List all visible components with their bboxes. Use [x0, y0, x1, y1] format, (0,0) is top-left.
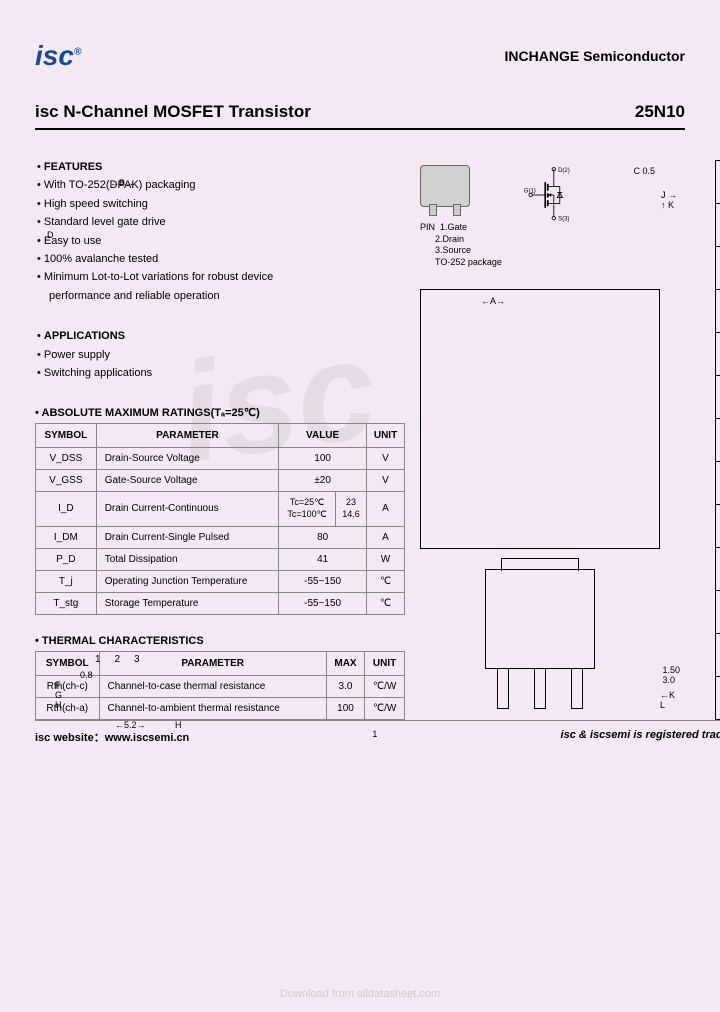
header: isc® INCHANGE Semiconductor: [35, 40, 685, 72]
dpak-image: PIN 1.Gate 2.Drain 3.Source TO-252 packa…: [420, 165, 502, 269]
logo-reg: ®: [74, 47, 81, 58]
feature-item: Standard level gate drive: [35, 215, 405, 230]
thermal-table: SYMBOL PARAMETER MAX UNIT Rth(ch-c) Chan…: [35, 651, 405, 720]
footer: isc website：www.iscsemi.cn 1 isc & iscse…: [35, 720, 720, 745]
applications-heading: APPLICATIONS: [44, 330, 125, 342]
features-list: FEATURES With TO-252(DPAK) packaging Hig…: [35, 160, 405, 304]
download-text: Download from alldatasheet.com: [0, 988, 720, 1000]
feature-item: Minimum Lot-to-Lot variations for robust…: [35, 270, 405, 285]
title-bar: isc N-Channel MOSFET Transistor 25N10: [35, 102, 685, 130]
table-row: T_stg Storage Temperature -55~150 ℃: [36, 592, 405, 614]
table-row: I_DM Drain Current-Single Pulsed 80 A: [36, 526, 405, 548]
logo-text: isc: [35, 40, 74, 71]
dim-row: Q9.9010.1: [716, 676, 720, 719]
dim-row: D5.706.10: [716, 375, 720, 418]
table-row: V_DSS Drain-Source Voltage 100 V: [36, 448, 405, 470]
mechanical-drawing: ←A→: [420, 289, 660, 549]
application-item: Power supply: [35, 348, 405, 363]
col-parameter: PARAMETER: [96, 424, 279, 448]
table-row: V_GSS Gate-Source Voltage ±20 V: [36, 470, 405, 492]
dim-row: B5.205.40: [716, 289, 720, 332]
svg-text:G(1): G(1): [524, 188, 536, 194]
page-number: 1: [372, 729, 377, 745]
logo: isc®: [35, 40, 81, 72]
product-title: isc N-Channel MOSFET Transistor: [35, 102, 311, 122]
svg-text:S(3): S(3): [558, 217, 569, 223]
table-row: I_D Drain Current-Continuous Tc=25℃Tc=10…: [36, 492, 405, 526]
dim-row: F0.65: [716, 418, 720, 461]
features-heading: FEATURES: [44, 161, 102, 173]
application-item: Switching applications: [35, 366, 405, 381]
right-column: PIN 1.Gate 2.Drain 3.Source TO-252 packa…: [420, 160, 660, 740]
feature-item: With TO-252(DPAK) packaging: [35, 178, 405, 193]
col-value: VALUE: [279, 424, 367, 448]
dim-row: K0.400.60: [716, 590, 720, 633]
col-symbol: SYMBOL: [36, 424, 97, 448]
pin-labels: PIN 1.Gate 2.Drain 3.Source TO-252 packa…: [420, 222, 502, 269]
feature-item: High speed switching: [35, 197, 405, 212]
feature-subline: performance and reliable operation: [35, 289, 405, 304]
table-row: Rth(ch-a) Channel-to-ambient thermal res…: [36, 697, 405, 719]
dim-row: L0.901.10: [716, 633, 720, 676]
dimensions-table: DIMmm MINMAX A6.406.60 B5.205.40 C1.151.…: [715, 160, 720, 720]
content-area: FEATURES With TO-252(DPAK) packaging Hig…: [35, 160, 685, 740]
table-row: T_j Operating Junction Temperature -55~1…: [36, 570, 405, 592]
dim-row: A6.406.60: [716, 246, 720, 289]
col-unit: UNIT: [367, 424, 405, 448]
feature-item: Easy to use: [35, 234, 405, 249]
company-name: INCHANGE Semiconductor: [505, 48, 685, 64]
dim-row: C1.151.35: [716, 332, 720, 375]
ratings-table: SYMBOL PARAMETER VALUE UNIT V_DSS Drain-…: [35, 423, 405, 614]
mosfet-symbol: D(2): [522, 165, 577, 225]
table-row: P_D Total Dissipation 41 W: [36, 548, 405, 570]
package-visual: PIN 1.Gate 2.Drain 3.Source TO-252 packa…: [420, 165, 660, 269]
applications-list: APPLICATIONS Power supply Switching appl…: [35, 329, 405, 381]
col-max: MAX: [326, 651, 364, 675]
ratings-heading: • ABSOLUTE MAXIMUM RATINGS(Tₐ=25℃): [35, 406, 405, 419]
part-number: 25N10: [635, 102, 685, 122]
dim-row: J2.102.40: [716, 547, 720, 590]
thermal-heading: • THERMAL CHARACTERISTICS: [35, 635, 405, 647]
trademark-text: isc & iscsemi is registered trademark: [561, 729, 720, 745]
feature-item: 100% avalanche tested: [35, 252, 405, 267]
dim-row: H2.102.50: [716, 504, 720, 547]
svg-text:D(2): D(2): [558, 168, 570, 174]
website-info: isc website：www.iscsemi.cn: [35, 729, 189, 745]
dim-row: G0.75: [716, 461, 720, 504]
left-column: FEATURES With TO-252(DPAK) packaging Hig…: [35, 160, 405, 740]
col-unit: UNIT: [365, 651, 405, 675]
datasheet-page: isc® INCHANGE Semiconductor isc N-Channe…: [0, 0, 720, 760]
